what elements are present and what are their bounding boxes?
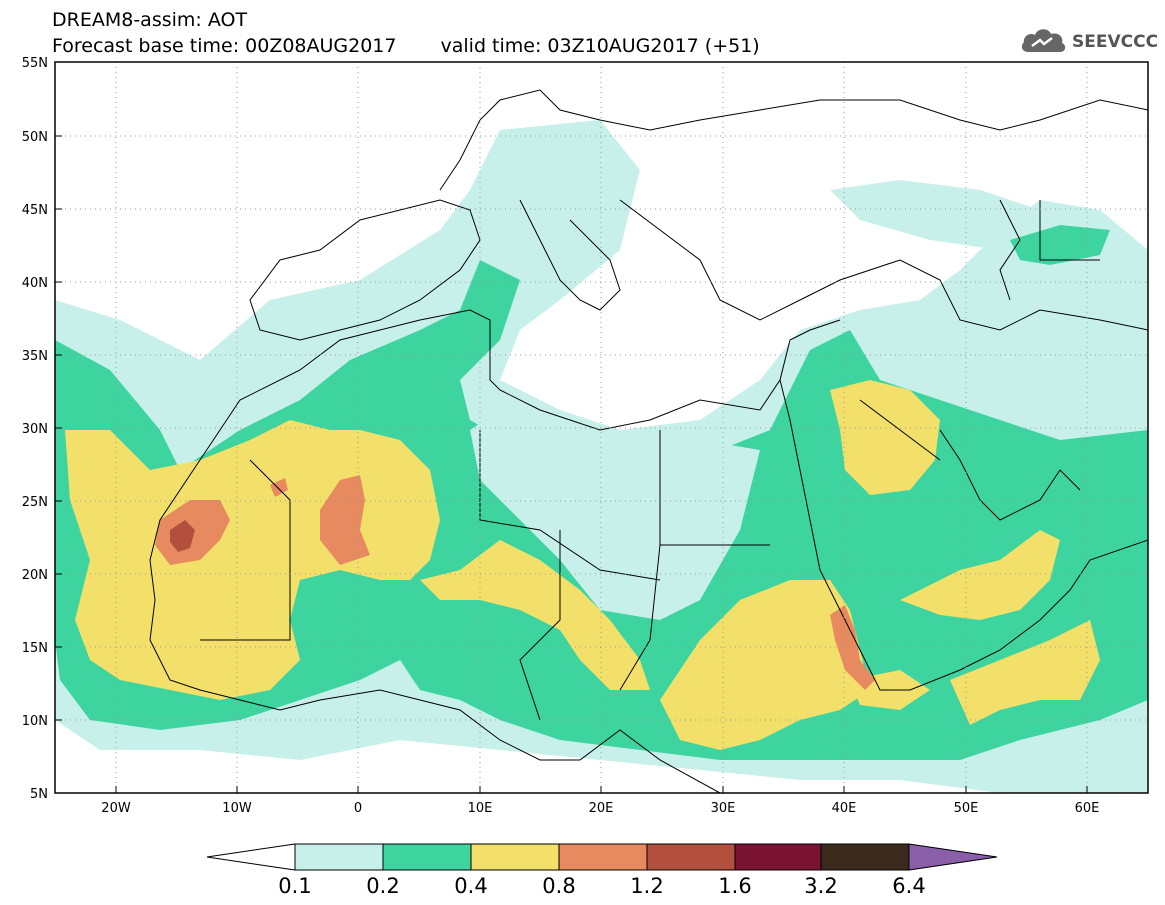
axis-ticks <box>55 135 1088 793</box>
lon-label: 10E <box>468 801 493 816</box>
lat-label: 45N <box>22 203 48 218</box>
aot-region-high <box>950 620 1100 725</box>
latitude-labels: 55N 50N 45N 40N 35N 30N 25N 20N 15N 10N … <box>22 56 48 802</box>
colorbar-labels: 0.1 0.2 0.4 0.8 1.2 1.6 3.2 6.4 <box>278 874 925 898</box>
lon-label: 20E <box>589 801 614 816</box>
colorbar-segment <box>558 843 648 871</box>
coastlines <box>149 89 1148 793</box>
lat-label: 5N <box>30 787 48 802</box>
aot-region-very-high <box>830 605 875 690</box>
lon-label: 40E <box>832 801 857 816</box>
lat-label: 25N <box>22 495 48 510</box>
longitude-labels: 20W 10W 0 10E 20E 30E 40E 50E 60E <box>101 801 1099 816</box>
lat-label: 20N <box>22 568 48 583</box>
colorbar-label: 0.1 <box>278 874 311 898</box>
grid-lines <box>55 62 1148 793</box>
lat-label: 40N <box>22 276 48 291</box>
lon-label: 60E <box>1075 801 1100 816</box>
aot-region-light <box>830 180 1040 250</box>
lat-label: 55N <box>22 56 48 71</box>
aot-region-high <box>420 540 650 690</box>
colorbar-low-arrow <box>206 843 296 871</box>
colorbar-segment <box>734 843 822 871</box>
map-title: DREAM8-assim: AOT <box>52 9 248 31</box>
lon-label: 10W <box>222 801 252 816</box>
lon-label: 30E <box>711 801 736 816</box>
aot-region-medium <box>1010 225 1110 265</box>
colorbar-label: 6.4 <box>892 874 925 898</box>
colorbar-high-arrow <box>908 843 998 871</box>
time-info: Forecast base time: 00Z08AUG2017 valid ti… <box>52 36 760 56</box>
lat-label: 15N <box>22 641 48 656</box>
cloud-icon <box>1021 29 1066 52</box>
seevccc-logo: SEEVCCC <box>1020 24 1160 58</box>
colorbar-label: 1.6 <box>718 874 751 898</box>
aot-region-high <box>900 530 1060 620</box>
colorbar-segment <box>294 843 384 871</box>
aot-region-high <box>660 580 870 750</box>
valid-time: valid time: 03Z10AUG2017 (+51) <box>440 35 760 57</box>
lat-label: 35N <box>22 349 48 364</box>
colorbar <box>206 843 998 871</box>
aot-region-light <box>490 130 620 200</box>
colorbar-segment <box>646 843 736 871</box>
aot-shading <box>55 120 1148 793</box>
lat-label: 10N <box>22 714 48 729</box>
lon-label: 50E <box>954 801 979 816</box>
aot-region-extreme <box>170 520 195 552</box>
colorbar-segment <box>382 843 472 871</box>
colorbar-label: 0.8 <box>542 874 575 898</box>
colorbar-segment <box>470 843 560 871</box>
colorbar-label: 0.4 <box>454 874 487 898</box>
colorbar-label: 3.2 <box>804 874 837 898</box>
aot-region-light <box>470 410 760 620</box>
colorbar-segment <box>820 843 910 871</box>
logo-text: SEEVCCC <box>1072 32 1159 52</box>
lat-label: 30N <box>22 422 48 437</box>
lon-label: 20W <box>101 801 131 816</box>
colorbar-label: 1.2 <box>630 874 663 898</box>
lon-label: 0 <box>354 801 362 816</box>
base-time: Forecast base time: 00Z08AUG2017 <box>52 35 397 57</box>
aot-region-high <box>830 380 940 495</box>
aot-region-very-high <box>270 478 288 497</box>
lat-label: 50N <box>22 130 48 145</box>
colorbar-label: 0.2 <box>366 874 399 898</box>
